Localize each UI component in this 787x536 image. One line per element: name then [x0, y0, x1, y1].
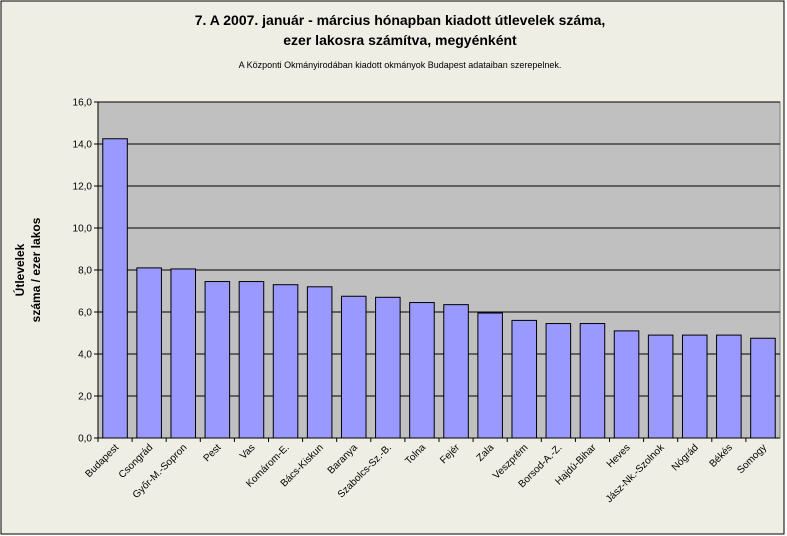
y-tick-label: 16,0	[73, 98, 93, 109]
chart-subtitle: A Központi Okmányirodában kiadott okmány…	[239, 60, 562, 70]
bar	[340, 295, 367, 439]
bar	[716, 334, 742, 439]
y-axis-label: száma / ezer lakos	[29, 217, 43, 322]
y-tick-label: 12,0	[73, 182, 93, 193]
y-tick-label: 4,0	[78, 350, 92, 361]
y-tick-label: 2,0	[78, 392, 92, 403]
chart-title: 7. A 2007. január - március hónapban kia…	[195, 12, 606, 28]
chart-title: ezer lakosra számítva, megyénként	[283, 32, 517, 48]
y-tick-label: 0,0	[78, 434, 92, 445]
y-tick-label: 10,0	[73, 224, 93, 235]
bar	[272, 284, 299, 439]
bar	[443, 304, 469, 439]
bar	[613, 330, 640, 439]
bar	[511, 319, 538, 439]
bar	[170, 268, 197, 439]
bar	[750, 337, 776, 439]
bar	[545, 323, 572, 439]
bar	[579, 323, 606, 439]
y-axis-label: Útlevelek	[12, 243, 27, 296]
bar	[102, 138, 128, 439]
bar	[238, 281, 265, 439]
y-tick-label: 6,0	[78, 308, 92, 319]
bar	[681, 334, 708, 439]
bar	[136, 267, 162, 439]
bar	[375, 296, 401, 439]
bar	[204, 281, 231, 439]
bar	[477, 312, 503, 439]
bar	[647, 334, 674, 439]
y-tick-label: 8,0	[78, 266, 92, 277]
y-tick-label: 14,0	[73, 140, 93, 151]
bar	[409, 302, 435, 439]
bar	[306, 286, 333, 439]
